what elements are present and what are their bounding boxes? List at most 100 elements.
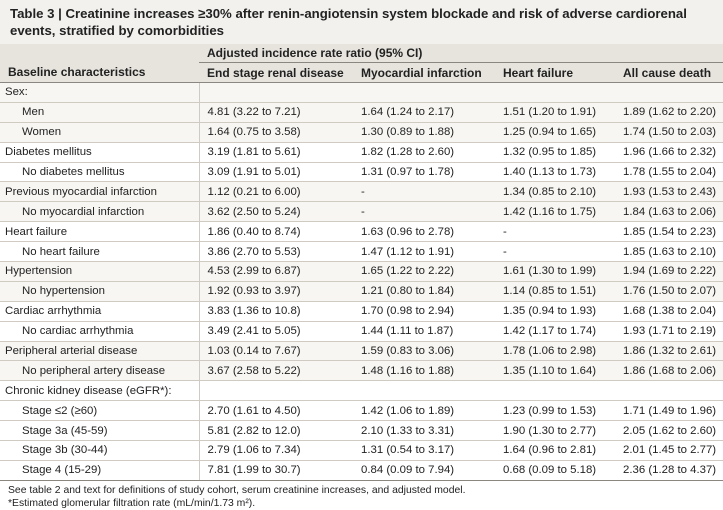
row-label-sub: Stage 4 (15-29) bbox=[0, 460, 200, 481]
table-row: Hypertension 4.53 (2.99 to 6.87) 1.65 (1.2… bbox=[0, 261, 723, 282]
cell-mi: 0.84 (0.09 to 7.94) bbox=[353, 460, 495, 481]
cell-death: 1.86 (1.68 to 2.06) bbox=[615, 360, 723, 382]
table-row: Stage 4 (15-29) 7.81 (1.99 to 30.7) 0.84 (… bbox=[0, 460, 723, 481]
cell-death bbox=[615, 82, 723, 103]
table-row: Women 1.64 (0.75 to 3.58) 1.30 (0.89 to 1.… bbox=[0, 122, 723, 143]
cell-hf: 1.61 (1.30 to 1.99) bbox=[495, 261, 615, 282]
row-label-sub: Stage 3b (30-44) bbox=[0, 440, 200, 461]
cell-esrd: 1.86 (0.40 to 8.74) bbox=[199, 221, 353, 243]
cell-hf: 1.14 (0.85 to 1.51) bbox=[495, 281, 615, 302]
cell-esrd: 1.92 (0.93 to 3.97) bbox=[199, 281, 353, 302]
cell-mi: 1.47 (1.12 to 1.91) bbox=[353, 241, 495, 263]
row-label-main: Chronic kidney disease (eGFR*): bbox=[0, 380, 200, 402]
cell-esrd: 1.12 (0.21 to 6.00) bbox=[199, 181, 353, 203]
table-row: No diabetes mellitus 3.09 (1.91 to 5.01) 1… bbox=[0, 162, 723, 183]
cell-mi: 1.65 (1.22 to 2.22) bbox=[353, 261, 495, 282]
cell-esrd: 1.64 (0.75 to 3.58) bbox=[199, 122, 353, 143]
cell-hf: 0.68 (0.09 to 5.18) bbox=[495, 460, 615, 481]
cell-hf bbox=[495, 82, 615, 103]
table-title: Table 3 | Creatinine increases ≥30% afte… bbox=[10, 6, 687, 38]
cell-esrd: 3.86 (2.70 to 5.53) bbox=[199, 241, 353, 263]
cell-death: 1.86 (1.32 to 2.61) bbox=[615, 341, 723, 362]
column-header-death: All cause death bbox=[615, 62, 723, 83]
cell-esrd: 3.67 (2.58 to 5.22) bbox=[199, 360, 353, 382]
row-label-sub: No heart failure bbox=[0, 241, 200, 263]
cell-hf: - bbox=[495, 241, 615, 263]
cell-esrd: 3.09 (1.91 to 5.01) bbox=[199, 162, 353, 183]
cell-death: 1.68 (1.38 to 2.04) bbox=[615, 301, 723, 322]
cell-esrd: 7.81 (1.99 to 30.7) bbox=[199, 460, 353, 481]
cell-mi bbox=[353, 82, 495, 103]
cell-death: 1.74 (1.50 to 2.03) bbox=[615, 122, 723, 143]
cell-mi: 1.48 (1.16 to 1.88) bbox=[353, 360, 495, 382]
cell-mi: 1.31 (0.97 to 1.78) bbox=[353, 162, 495, 183]
row-label-sub: No myocardial infarction bbox=[0, 201, 200, 223]
row-label-main: Hypertension bbox=[0, 261, 200, 282]
cell-esrd bbox=[199, 380, 353, 402]
table-row: Heart failure 1.86 (0.40 to 8.74) 1.63 (0.… bbox=[0, 221, 723, 243]
cell-mi: 2.10 (1.33 to 3.31) bbox=[353, 420, 495, 442]
row-label-sub: No hypertension bbox=[0, 281, 200, 302]
table-body: Sex: Men 4.81 (3.22 to 7.21) 1.64 (1.24 to … bbox=[0, 82, 723, 481]
row-label-sub: Women bbox=[0, 122, 200, 143]
cell-mi: 1.30 (0.89 to 1.88) bbox=[353, 122, 495, 143]
cell-death: 1.93 (1.71 to 2.19) bbox=[615, 321, 723, 342]
cell-hf: - bbox=[495, 221, 615, 243]
cell-mi: 1.59 (0.83 to 3.06) bbox=[353, 341, 495, 362]
table-row: No heart failure 3.86 (2.70 to 5.53) 1.47 … bbox=[0, 241, 723, 263]
cell-death: 1.78 (1.55 to 2.04) bbox=[615, 162, 723, 183]
cell-esrd: 3.62 (2.50 to 5.24) bbox=[199, 201, 353, 223]
row-label-sub: No diabetes mellitus bbox=[0, 162, 200, 183]
cell-hf: 1.64 (0.96 to 2.81) bbox=[495, 440, 615, 461]
cell-esrd: 1.03 (0.14 to 7.67) bbox=[199, 341, 353, 362]
cell-death: 1.84 (1.63 to 2.06) bbox=[615, 201, 723, 223]
cell-hf: 1.40 (1.13 to 1.73) bbox=[495, 162, 615, 183]
cell-mi: 1.64 (1.24 to 2.17) bbox=[353, 102, 495, 123]
cell-death: 1.85 (1.63 to 2.10) bbox=[615, 241, 723, 263]
cell-death: 1.94 (1.69 to 2.22) bbox=[615, 261, 723, 282]
row-label-main: Heart failure bbox=[0, 221, 200, 243]
row-label-main: Diabetes mellitus bbox=[0, 142, 200, 163]
table-row: Peripheral arterial disease 1.03 (0.14 to… bbox=[0, 341, 723, 362]
cell-death: 1.89 (1.62 to 2.20) bbox=[615, 102, 723, 123]
cell-esrd: 4.81 (3.22 to 7.21) bbox=[199, 102, 353, 123]
cell-esrd: 3.49 (2.41 to 5.05) bbox=[199, 321, 353, 342]
table-row: No cardiac arrhythmia 3.49 (2.41 to 5.05)… bbox=[0, 321, 723, 342]
table-row: Sex: bbox=[0, 82, 723, 103]
cell-hf bbox=[495, 380, 615, 402]
cell-mi: 1.70 (0.98 to 2.94) bbox=[353, 301, 495, 322]
cell-mi: 1.44 (1.11 to 1.87) bbox=[353, 321, 495, 342]
column-header-mi: Myocardial infarction bbox=[353, 62, 495, 83]
row-label-sub: No cardiac arrhythmia bbox=[0, 321, 200, 342]
table-row: No myocardial infarction 3.62 (2.50 to 5.… bbox=[0, 201, 723, 223]
footnotes: See table 2 and text for definitions of … bbox=[0, 481, 723, 510]
row-label-sub: Stage ≤2 (≥60) bbox=[0, 400, 200, 422]
cell-death: 2.05 (1.62 to 2.60) bbox=[615, 420, 723, 442]
column-header-esrd: End stage renal disease bbox=[199, 62, 353, 83]
cell-death bbox=[615, 380, 723, 402]
cell-esrd: 5.81 (2.82 to 12.0) bbox=[199, 420, 353, 442]
cell-death: 1.93 (1.53 to 2.43) bbox=[615, 181, 723, 203]
cell-death: 2.01 (1.45 to 2.77) bbox=[615, 440, 723, 461]
table-row: Men 4.81 (3.22 to 7.21) 1.64 (1.24 to 2.17… bbox=[0, 102, 723, 123]
cell-mi: 1.31 (0.54 to 3.17) bbox=[353, 440, 495, 461]
footnote-egfr: *Estimated glomerular filtration rate (m… bbox=[8, 497, 256, 509]
column-header-baseline: Baseline characteristics bbox=[0, 62, 199, 83]
cell-death: 2.36 (1.28 to 4.37) bbox=[615, 460, 723, 481]
cell-esrd: 3.83 (1.36 to 10.8) bbox=[199, 301, 353, 322]
cell-mi: 1.63 (0.96 to 2.78) bbox=[353, 221, 495, 243]
cell-mi: 1.82 (1.28 to 2.60) bbox=[353, 142, 495, 163]
table-row: Diabetes mellitus 3.19 (1.81 to 5.61) 1.82… bbox=[0, 142, 723, 163]
table-row: Chronic kidney disease (eGFR*): bbox=[0, 380, 723, 402]
cell-hf: 1.78 (1.06 to 2.98) bbox=[495, 341, 615, 362]
row-label-sub: Stage 3a (45-59) bbox=[0, 420, 200, 442]
table-row: Stage ≤2 (≥60) 2.70 (1.61 to 4.50) 1.42 (1… bbox=[0, 400, 723, 422]
cell-hf: 1.35 (1.10 to 1.64) bbox=[495, 360, 615, 382]
table-row: No peripheral artery disease 3.67 (2.58 t… bbox=[0, 360, 723, 382]
results-table: Adjusted incidence rate ratio (95% CI) B… bbox=[0, 44, 723, 481]
table-row: Stage 3b (30-44) 2.79 (1.06 to 7.34) 1.31 … bbox=[0, 440, 723, 461]
title-block: Table 3 | Creatinine increases ≥30% afte… bbox=[0, 0, 723, 44]
row-label-main: Sex: bbox=[0, 82, 200, 103]
row-label-main: Previous myocardial infarction bbox=[0, 181, 200, 203]
table-row: Stage 3a (45-59) 5.81 (2.82 to 12.0) 2.10 … bbox=[0, 420, 723, 442]
